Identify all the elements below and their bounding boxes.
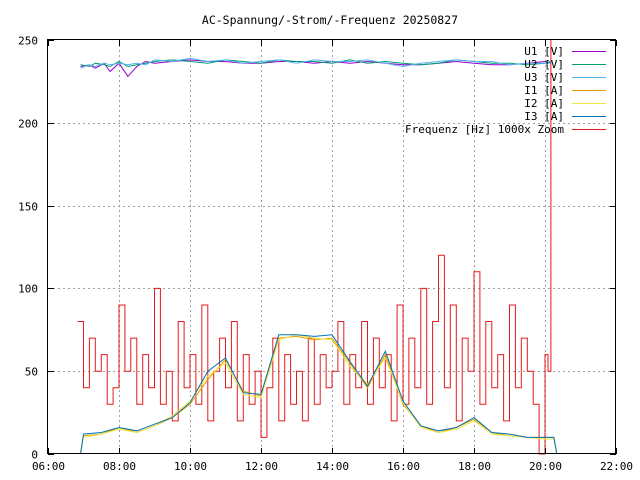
x-tick-label: 12:00 xyxy=(245,460,278,473)
x-tick-label: 16:00 xyxy=(387,460,420,473)
y-tick-label: 100 xyxy=(18,283,38,296)
x-tick-label: 20:00 xyxy=(529,460,562,473)
legend-label: I3 [A] xyxy=(524,110,564,123)
y-tick-label: 150 xyxy=(18,201,38,214)
series-line-2 xyxy=(80,57,551,69)
series-line-5 xyxy=(80,334,558,455)
legend-label: U1 [V] xyxy=(524,45,564,58)
series-layer xyxy=(77,40,558,455)
axes: 06:00 08:00 10:00 12:00 14:00 16:00 18:00 20:00… xyxy=(18,35,633,474)
series-line-4 xyxy=(80,334,558,455)
legend-label: U2 [V] xyxy=(524,58,564,71)
y-tick-label: 200 xyxy=(18,118,38,131)
y-tick-label: 0 xyxy=(31,449,38,462)
legend-label: I2 [A] xyxy=(524,97,564,110)
x-tick-label: 18:00 xyxy=(458,460,491,473)
legend-label: U3 [V] xyxy=(524,71,564,84)
series-line-0 xyxy=(80,59,552,78)
legend: U1 [V]U2 [V]U3 [V]I1 [A]I2 [A]I3 [A]Freq… xyxy=(405,45,606,136)
legend-label: Frequenz [Hz] 1000x Zoom xyxy=(405,123,564,136)
chart-title: AC-Spannung/-Strom/-Frequenz 20250827 xyxy=(202,13,458,27)
x-tick-label: 22:00 xyxy=(600,460,633,473)
y-tick-label: 250 xyxy=(18,35,38,48)
plot-frame xyxy=(47,39,616,454)
y-tick-label: 50 xyxy=(25,366,38,379)
x-tick-label: 08:00 xyxy=(103,460,136,473)
legend-label: I1 [A] xyxy=(524,84,564,97)
x-tick-label: 14:00 xyxy=(316,460,349,473)
series-line-6 xyxy=(77,40,552,455)
x-tick-label: 10:00 xyxy=(174,460,207,473)
x-tick-label: 06:00 xyxy=(32,460,65,473)
